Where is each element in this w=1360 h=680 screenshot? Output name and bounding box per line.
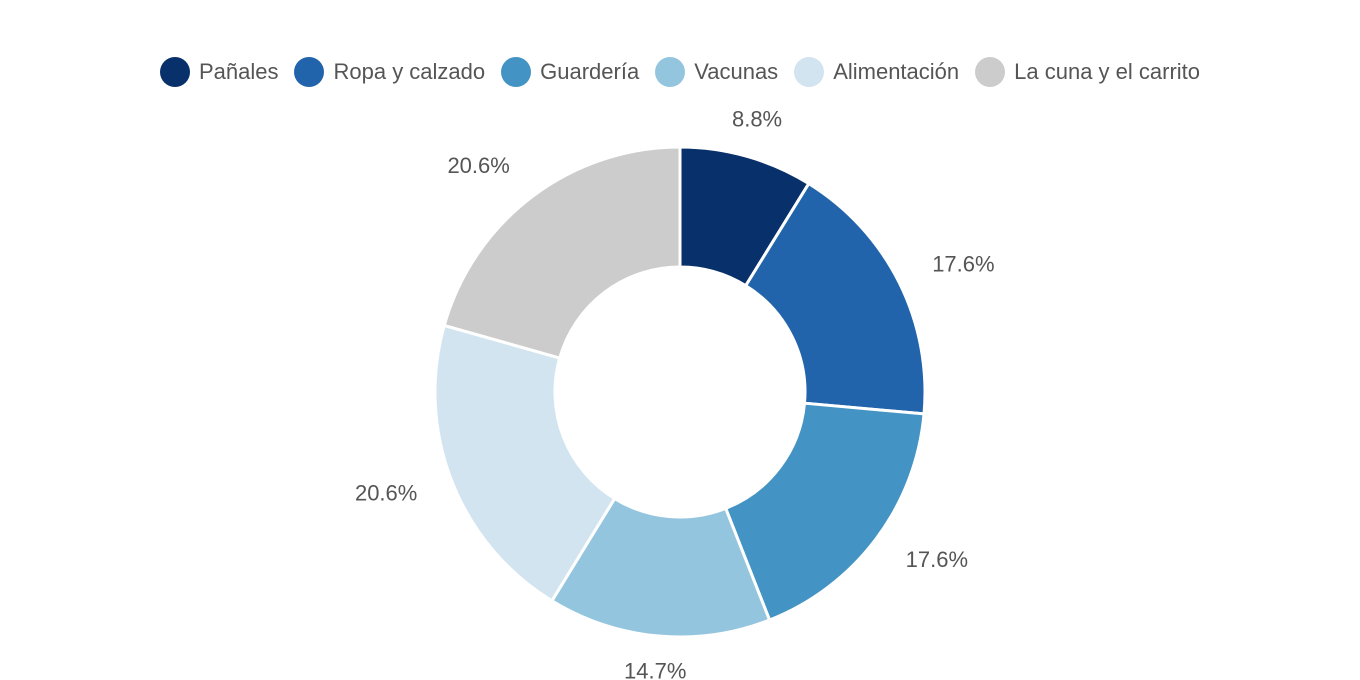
slice-value-label: 14.7% xyxy=(624,659,686,680)
donut-slice[interactable] xyxy=(550,497,772,639)
slice-value-label: 17.6% xyxy=(932,252,994,277)
legend-swatch xyxy=(794,57,825,87)
legend-item[interactable]: Guardería xyxy=(501,57,639,87)
legend-item[interactable]: Ropa y calzado xyxy=(294,57,485,87)
legend-swatch xyxy=(501,57,532,87)
donut-slice[interactable] xyxy=(744,182,927,416)
legend-item[interactable]: Alimentación xyxy=(794,57,959,87)
slice-value-label: 8.8% xyxy=(732,107,782,132)
legend-swatch xyxy=(294,57,325,87)
slice-value-label: 20.6% xyxy=(355,480,417,505)
legend-swatch xyxy=(975,57,1006,87)
legend-label: Alimentación xyxy=(833,59,960,84)
legend-swatch xyxy=(655,57,686,87)
donut-slices xyxy=(433,145,927,639)
legend-label: Guardería xyxy=(540,59,640,84)
donut-slice[interactable] xyxy=(442,145,682,360)
legend-label: Ropa y calzado xyxy=(333,59,486,84)
legend-swatch xyxy=(159,57,190,87)
slice-labels: 8.8% 17.6% 17.6% 14.7% 20.6% 20.6% xyxy=(355,107,995,680)
legend-item[interactable]: Pañales xyxy=(159,57,279,87)
legend-label: Vacunas xyxy=(694,59,779,84)
slice-value-label: 20.6% xyxy=(447,153,509,178)
donut-slice[interactable] xyxy=(433,323,617,603)
legend-label: La cuna y el carrito xyxy=(1014,59,1201,84)
slice-value-label: 17.6% xyxy=(906,547,968,572)
legend-item[interactable]: Vacunas xyxy=(655,57,778,87)
legend-item[interactable]: La cuna y el carrito xyxy=(975,57,1200,87)
chart-legend: Pañales Ropa y calzado Guardería Vacunas Ali… xyxy=(0,52,1360,92)
legend-label: Pañales xyxy=(198,59,279,84)
donut-slice[interactable] xyxy=(724,401,926,622)
